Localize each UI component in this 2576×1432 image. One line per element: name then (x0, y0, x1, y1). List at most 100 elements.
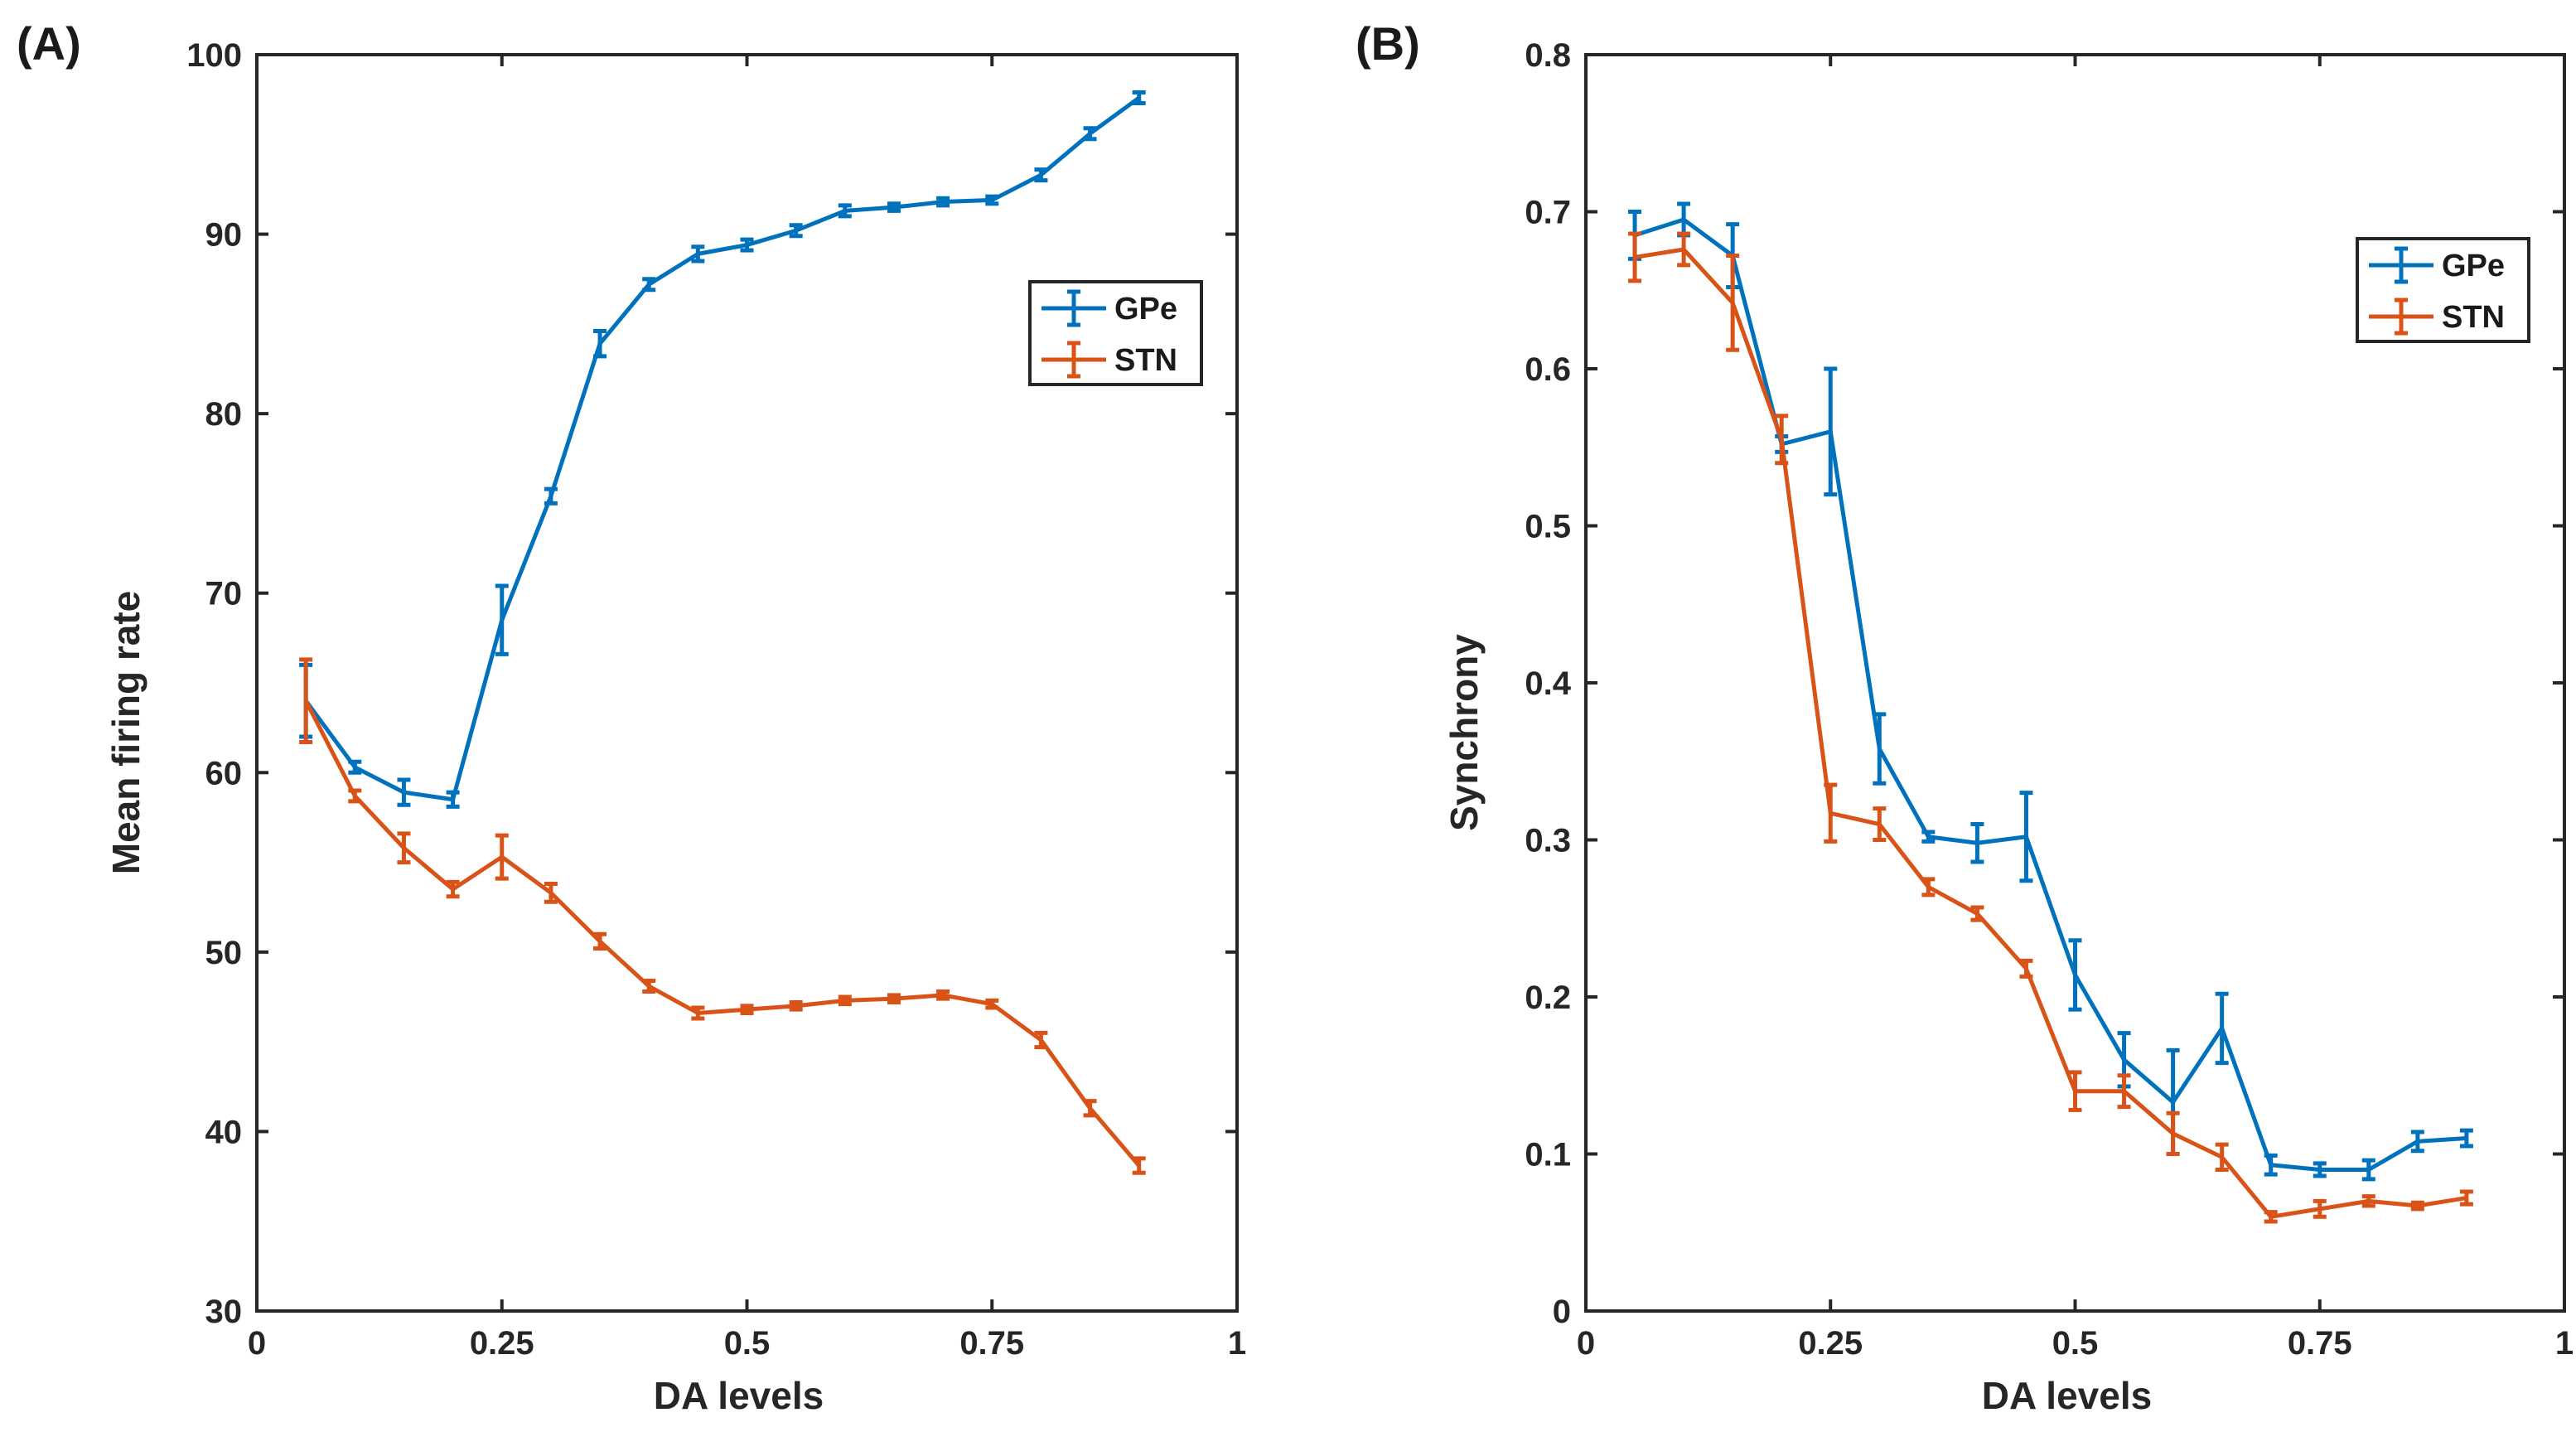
gpe-errorbar (1034, 167, 1048, 183)
stn-errorbar (1628, 231, 1642, 283)
gpe-errorbar (2215, 991, 2229, 1066)
y-tick-label: 0.1 (1525, 1137, 1571, 1173)
y-tick-label: 60 (205, 755, 243, 791)
stn-errorbar (1921, 877, 1936, 897)
gpe-errorbar (348, 759, 362, 775)
y-tick-label: 0.7 (1525, 195, 1571, 231)
y-tick-label: 100 (186, 37, 242, 74)
legend-item-gpe: GPe (2369, 246, 2505, 284)
x-tick-label: 0.5 (2052, 1325, 2099, 1362)
x-tick-label: 0.25 (1798, 1325, 1863, 1362)
x-tick-label: 1 (1228, 1325, 1246, 1362)
y-tick-label: 70 (205, 576, 243, 612)
stn-errorbar (2264, 1210, 2278, 1224)
stn-errorbar (642, 979, 656, 994)
stn-errorbar (1083, 1099, 1097, 1118)
stn-errorbar (1970, 905, 1984, 922)
stn-errorbar (2313, 1198, 2327, 1219)
gpe-errorbar (593, 329, 607, 359)
y-tick-label: 50 (205, 935, 243, 971)
y-tick-label: 0.4 (1525, 665, 1571, 702)
gpe-errorbar (1873, 712, 1887, 786)
gpe-errorbar (1921, 830, 1936, 844)
legend-label: GPe (2442, 249, 2505, 283)
gpe-errorbar (446, 790, 460, 809)
y-tick-label: 0 (1553, 1294, 1571, 1330)
gpe-errorbar (1970, 822, 1984, 864)
stn-errorbar (2166, 1110, 2180, 1156)
gpe-line (304, 95, 1141, 802)
legend-box (2356, 237, 2530, 343)
gpe-errorbar (838, 203, 852, 219)
stn-errorbar (2361, 1194, 2375, 1208)
gpe-errorbar (2410, 1130, 2424, 1154)
stn-errorbar (2117, 1073, 2131, 1110)
gpe-errorbar (2313, 1161, 2327, 1178)
legend: GPe STN (2356, 237, 2530, 343)
series-stn (299, 657, 1146, 1175)
stn-errorbar (1824, 782, 1838, 844)
legend-item-stn: STN (1042, 341, 1177, 379)
stn-errorbar (2410, 1200, 2424, 1212)
gpe-errorbar (936, 196, 950, 208)
stn-errorbar (691, 1005, 705, 1021)
y-tick-label: 0.3 (1525, 823, 1571, 859)
gpe-errorbar (1824, 366, 1838, 497)
x-tick-label: 0.75 (2288, 1325, 2352, 1362)
gpe-errorbar (544, 486, 558, 506)
gpe-errorbar (740, 237, 754, 253)
y-tick-label: 40 (205, 1114, 243, 1150)
y-axis-label: Synchrony (1443, 634, 1486, 831)
gpe-errorbar (2068, 938, 2082, 1012)
stn-errorbar (789, 999, 803, 1012)
y-tick-label: 0.5 (1525, 509, 1571, 545)
stn-errorbar (2459, 1189, 2473, 1207)
stn-errorbar (1726, 254, 1740, 352)
y-tick-label: 0.6 (1525, 351, 1571, 388)
stn-errorbar (1775, 414, 1789, 466)
stn-errorbar (1132, 1156, 1146, 1175)
x-tick-label: 0.5 (724, 1325, 771, 1362)
stn-errorbar (446, 879, 460, 899)
stn-errorbar (2068, 1070, 2082, 1112)
stn-errorbar (1034, 1030, 1048, 1050)
gpe-errorbar (985, 194, 999, 206)
gpe-errorbar (397, 777, 411, 807)
gpe-errorbar (642, 277, 656, 293)
legend-box (1028, 280, 1203, 386)
stn-errorbar (495, 833, 509, 881)
stn-errorbar (348, 788, 362, 804)
x-tick-label: 0.25 (470, 1325, 534, 1362)
legend-label: STN (1114, 343, 1177, 378)
gpe-errorbar (1083, 126, 1097, 142)
panel-b: (B) 0 0.25 0.5 0.75 1 0 0.1 0.2 0.3 0.4 0.5 0.6 0.7 0.… (1356, 17, 2574, 1417)
y-tick-label: 90 (205, 217, 243, 254)
x-tick-label: 0.75 (959, 1325, 1024, 1362)
legend-label: STN (2442, 300, 2505, 335)
stn-line (1634, 247, 2467, 1219)
stn-errorbar (2019, 958, 2033, 979)
stn-errorbar (985, 998, 999, 1010)
stn-errorbar (2215, 1142, 2229, 1172)
gpe-errorbar (2264, 1153, 2278, 1177)
x-tick-label: 0 (248, 1325, 266, 1362)
gpe-errorbar (691, 244, 705, 264)
panel-label: (B) (1356, 17, 1420, 70)
stn-errorbar (544, 882, 558, 904)
gpe-errorbar (495, 583, 509, 656)
legend-label: GPe (1114, 292, 1177, 327)
gpe-errorbar (887, 201, 901, 213)
gpe-errorbar (2019, 791, 2033, 883)
stn-errorbar (1873, 806, 1887, 842)
stn-errorbar (1677, 231, 1691, 268)
series-stn (1628, 231, 2473, 1224)
panel-a: (A) 0 0.25 0.5 0.75 1 30 40 50 60 70 80 90 100 DA leve… (17, 17, 1246, 1417)
stn-errorbar (740, 1004, 754, 1015)
stn-errorbar (887, 993, 901, 1004)
x-tick-label: 1 (2555, 1325, 2574, 1362)
stn-errorbar (838, 994, 852, 1007)
stn-line (303, 699, 1141, 1168)
legend: GPe STN (1028, 280, 1203, 386)
y-axis-label: Mean firing rate (104, 591, 147, 875)
